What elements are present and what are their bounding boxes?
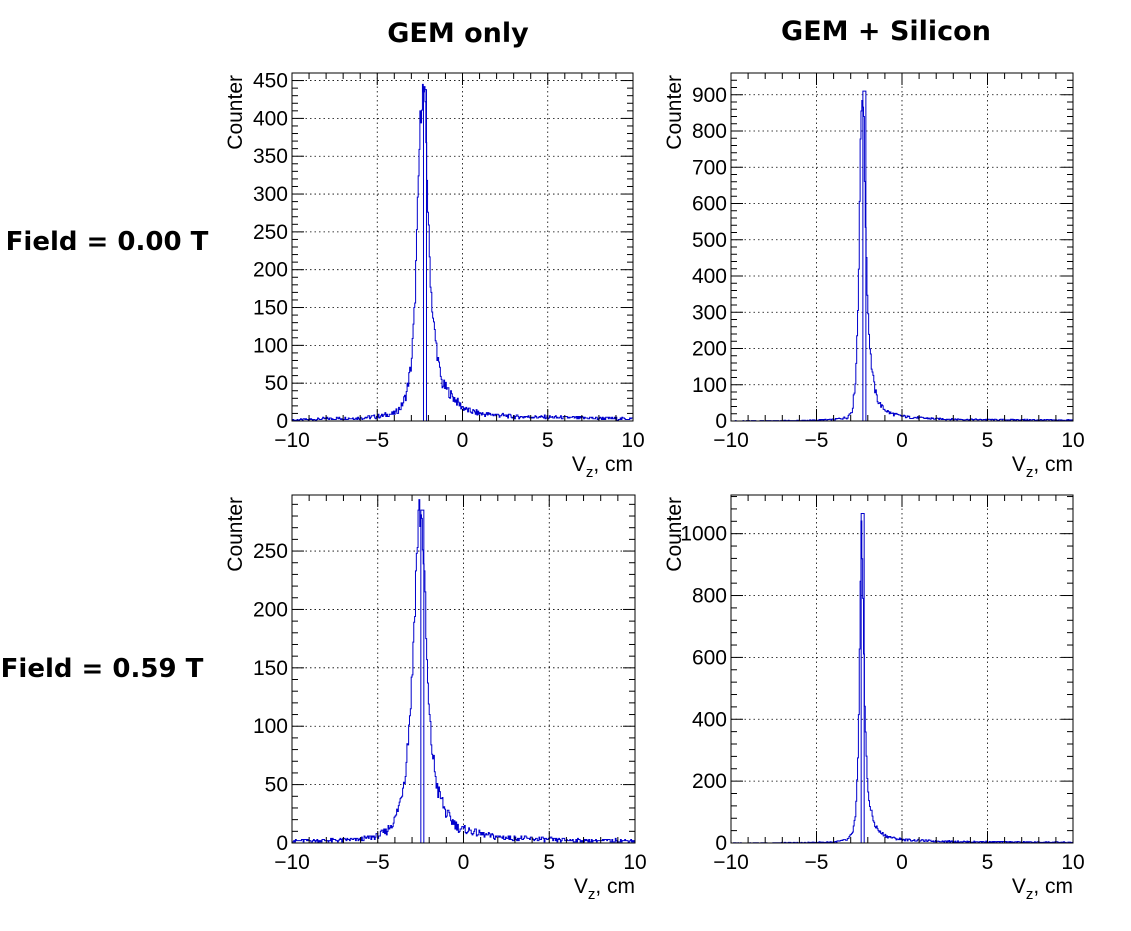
x-axis-title: Vz, cm xyxy=(1012,875,1073,903)
plot-frame xyxy=(291,494,636,844)
x-tick-label: 10 xyxy=(621,429,644,452)
y-tick-label: 0 xyxy=(715,410,727,433)
x-tick-label: −5 xyxy=(805,429,829,452)
histogram-peak xyxy=(420,509,425,843)
x-tick-label: 5 xyxy=(543,851,555,874)
x-tick-label: 0 xyxy=(896,429,908,452)
x-axis-title-subscript: z xyxy=(588,886,596,903)
y-tick-label: 400 xyxy=(692,708,727,731)
y-tick-label: 800 xyxy=(692,120,727,143)
y-axis-title: Counter xyxy=(663,75,686,150)
column-title-gem-only: GEM only xyxy=(387,18,529,49)
y-tick-label: 700 xyxy=(692,156,727,179)
histogram-series xyxy=(291,499,636,844)
x-axis-title-unit: , cm xyxy=(1033,453,1073,476)
x-tick-label: 5 xyxy=(982,851,994,874)
histogram-peak xyxy=(860,513,865,843)
x-axis-title-symbol: V xyxy=(572,453,586,476)
y-tick-label: 900 xyxy=(692,84,727,107)
x-tick-label: 0 xyxy=(458,851,470,874)
x-axis-title-symbol: V xyxy=(1012,875,1026,898)
x-axis-title: Vz, cm xyxy=(574,875,635,903)
histogram-series xyxy=(731,520,1074,844)
histogram-series xyxy=(292,83,634,422)
x-tick-label: −10 xyxy=(713,429,749,452)
y-tick-label: 1000 xyxy=(680,523,727,546)
y-axis-title: Counter xyxy=(224,497,247,572)
x-axis-title-subscript: z xyxy=(1026,464,1034,481)
plot-frame xyxy=(730,494,1074,844)
y-tick-label: 400 xyxy=(692,265,727,288)
y-tick-label: 0 xyxy=(276,410,288,433)
x-axis-title-subscript: z xyxy=(586,464,594,481)
x-tick-label: −5 xyxy=(805,851,829,874)
y-axis-title: Counter xyxy=(224,75,247,150)
y-tick-label: 800 xyxy=(692,585,727,608)
y-axis-title: Counter xyxy=(663,497,686,572)
column-title-gem-silicon: GEM + Silicon xyxy=(781,16,991,47)
x-axis-title: Vz, cm xyxy=(1012,453,1073,481)
x-tick-label: −10 xyxy=(274,851,310,874)
x-tick-label: 5 xyxy=(982,429,994,452)
y-tick-label: 600 xyxy=(692,646,727,669)
x-tick-label: 10 xyxy=(1061,851,1084,874)
x-tick-label: 0 xyxy=(896,851,908,874)
plot-frame xyxy=(730,72,1074,422)
x-tick-label: 10 xyxy=(623,851,646,874)
x-tick-label: 0 xyxy=(457,429,469,452)
y-tick-label: 200 xyxy=(253,598,288,621)
y-tick-label: 0 xyxy=(715,832,727,855)
histogram-peak xyxy=(422,89,427,421)
row-title-field-059: Field = 0.59 T xyxy=(1,654,204,684)
histogram-peak xyxy=(862,90,867,421)
x-tick-label: −5 xyxy=(365,429,389,452)
x-axis-title-unit: , cm xyxy=(1033,875,1073,898)
y-tick-label: 200 xyxy=(692,338,727,361)
plot-frame xyxy=(291,72,634,422)
x-tick-label: 5 xyxy=(542,429,554,452)
x-axis-title-unit: , cm xyxy=(593,453,633,476)
panel-gem-only-field-0: −10 −5 0 5 10050100150200250300350400450Coun… xyxy=(224,70,645,481)
y-tick-label: 400 xyxy=(253,107,288,130)
y-tick-label: 500 xyxy=(692,229,727,252)
x-axis-title-unit: , cm xyxy=(595,875,635,898)
x-tick-label: −5 xyxy=(366,851,390,874)
x-axis-title: Vz, cm xyxy=(572,453,633,481)
x-tick-label: 10 xyxy=(1061,429,1084,452)
y-tick-label: 100 xyxy=(253,334,288,357)
y-tick-label: 100 xyxy=(692,374,727,397)
y-tick-label: 250 xyxy=(253,540,288,563)
x-axis-title-symbol: V xyxy=(574,875,588,898)
y-tick-label: 50 xyxy=(265,774,288,797)
x-tick-label: −10 xyxy=(274,429,310,452)
y-tick-label: 150 xyxy=(253,657,288,680)
y-tick-label: 600 xyxy=(692,193,727,216)
x-axis-title-symbol: V xyxy=(1012,453,1026,476)
y-tick-label: 450 xyxy=(253,70,288,93)
y-tick-label: 50 xyxy=(265,372,288,395)
y-tick-label: 100 xyxy=(253,715,288,738)
x-tick-label: −10 xyxy=(713,851,749,874)
y-tick-label: 300 xyxy=(253,183,288,206)
histogram-series xyxy=(731,100,1074,422)
y-tick-label: 350 xyxy=(253,145,288,168)
y-tick-label: 250 xyxy=(253,221,288,244)
panel-gem-silicon-field-0: −10 −5 0 5 100100200300400500600700800900Cou… xyxy=(663,72,1085,481)
y-tick-label: 200 xyxy=(253,259,288,282)
x-axis-title-subscript: z xyxy=(1026,886,1034,903)
y-tick-label: 300 xyxy=(692,301,727,324)
y-tick-label: 200 xyxy=(692,770,727,793)
y-tick-label: 150 xyxy=(253,297,288,320)
y-tick-label: 0 xyxy=(276,832,288,855)
row-title-field-0: Field = 0.00 T xyxy=(6,227,209,257)
